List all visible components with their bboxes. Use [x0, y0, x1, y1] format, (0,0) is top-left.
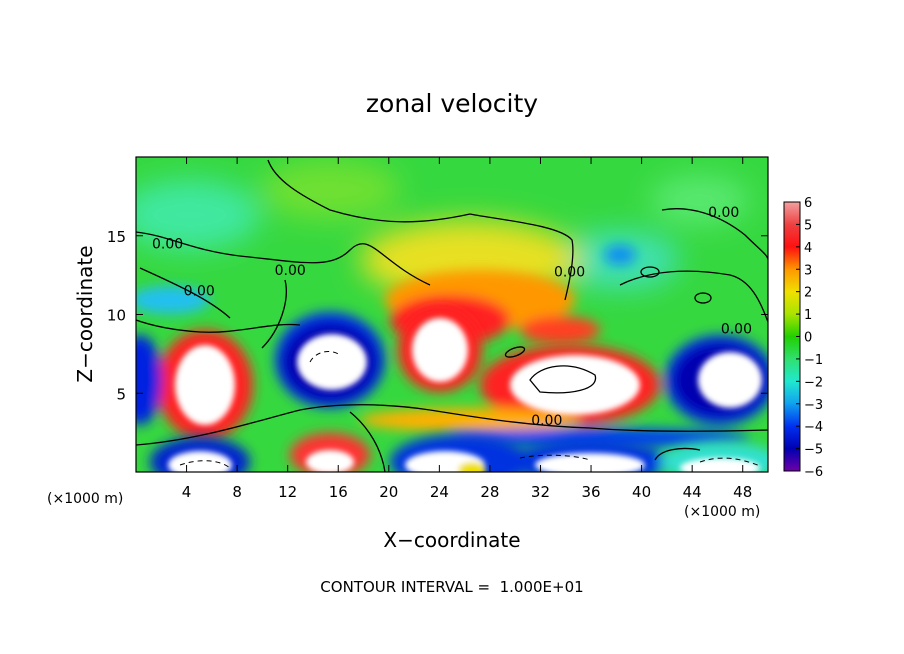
x-axis-unit-right: (×1000 m) — [684, 504, 760, 520]
colorbar-segment — [784, 314, 800, 337]
colorbar-segment — [784, 358, 800, 382]
colorbar-label: 4 — [804, 241, 812, 256]
x-tick-label: 20 — [379, 483, 398, 501]
x-tick-label: 44 — [683, 483, 702, 501]
contour-label: 0.00 — [708, 205, 739, 221]
y-tick-label: 10 — [107, 307, 126, 325]
colorbar-label: −1 — [804, 353, 823, 368]
colorbar-segment — [784, 202, 800, 225]
contour-value-labels: 0.00 0.00 0.00 0.00 0.00 0.00 0.00 — [152, 205, 752, 429]
colorbar-label: 0 — [804, 331, 812, 346]
y-tick-label: 15 — [107, 228, 126, 246]
shaded-field — [136, 157, 768, 472]
x-tick-label: 24 — [430, 483, 449, 501]
x-axis-ticks: 4 8 12 16 20 24 28 32 36 40 44 48 — [182, 157, 752, 501]
colorbar-label: −4 — [804, 420, 823, 435]
contour-label: 0.00 — [554, 265, 585, 281]
x-tick-label: 12 — [278, 483, 297, 501]
colorbar-segment — [784, 426, 800, 450]
colorbar-label: −3 — [804, 398, 823, 413]
contour-lines — [136, 159, 768, 472]
colorbar-segment — [784, 269, 800, 293]
contour-label: 0.00 — [275, 263, 306, 279]
x-tick-label: 40 — [632, 483, 651, 501]
colorbar-label: 5 — [804, 218, 812, 233]
colorbar-label: 6 — [804, 196, 812, 211]
colorbar: 6 5 4 3 2 1 0 −1 −2 −3 −4 −5 −6 — [783, 196, 823, 480]
contour-label: 0.00 — [721, 321, 752, 337]
colorbar-segment — [784, 381, 800, 405]
colorbar-label: 2 — [804, 286, 812, 301]
colorbar-label: 1 — [804, 308, 812, 323]
contour-interval-note: CONTOUR INTERVAL = 1.000E+01 — [320, 578, 583, 596]
y-axis-label: Z−coordinate — [73, 245, 97, 382]
y-tick-label: 5 — [116, 385, 126, 403]
x-tick-label: 28 — [480, 483, 499, 501]
contour-label: 0.00 — [152, 236, 183, 252]
colorbar-segment — [784, 291, 800, 315]
contour-label: 0.00 — [184, 284, 215, 300]
colorbar-segment — [784, 403, 800, 427]
x-axis-label: X−coordinate — [383, 528, 520, 552]
colorbar-segment — [784, 224, 800, 248]
colorbar-label: −6 — [804, 465, 823, 480]
x-tick-label: 8 — [232, 483, 242, 501]
chart-title: zonal velocity — [366, 89, 538, 118]
x-tick-label: 4 — [182, 483, 192, 501]
colorbar-segment — [784, 246, 800, 270]
colorbar-label: −5 — [804, 443, 823, 458]
y-axis-ticks: 5 10 15 — [107, 228, 768, 403]
x-axis-unit-left: (×1000 m) — [47, 491, 123, 507]
colorbar-label: 3 — [804, 263, 812, 278]
x-tick-label: 32 — [531, 483, 550, 501]
x-tick-label: 36 — [581, 483, 600, 501]
x-tick-label: 48 — [733, 483, 752, 501]
colorbar-segment — [784, 336, 800, 360]
contour-label: 0.00 — [531, 413, 562, 429]
colorbar-label: −2 — [804, 375, 823, 390]
x-tick-label: 16 — [329, 483, 348, 501]
colorbar-segment — [784, 448, 800, 472]
